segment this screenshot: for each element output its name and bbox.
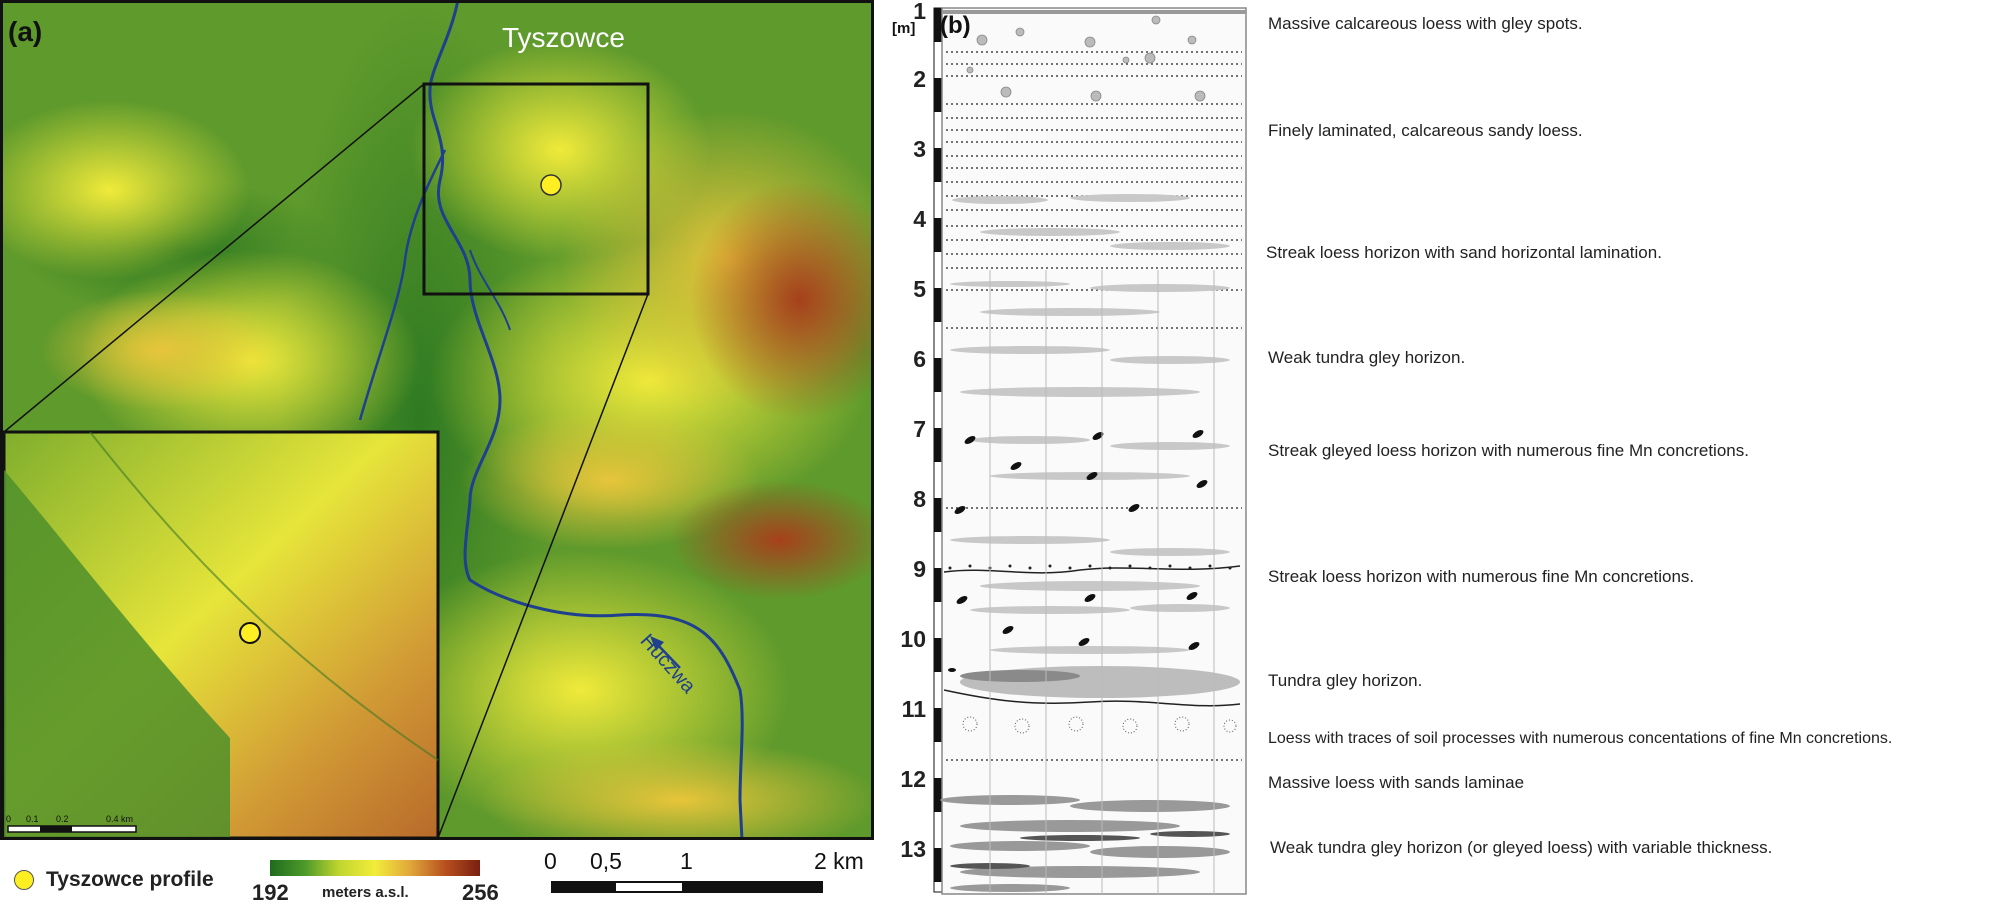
profile-legend-icon xyxy=(14,870,34,890)
elevation-max: 256 xyxy=(462,880,499,905)
layer-description: Weak tundra gley horizon. xyxy=(1268,348,1466,367)
profile-legend: Tyszowce profile xyxy=(14,866,214,894)
layer-description: Tundra gley horizon. xyxy=(1268,671,1423,690)
layer-description: Finely laminated, calcareous sandy loess… xyxy=(1268,121,1583,140)
scale-tick-1: 1 xyxy=(680,848,693,874)
depth-ruler xyxy=(933,7,943,893)
depth-tick-1: 1 xyxy=(913,0,926,24)
layer-description: Streak loess horizon with sand horizonta… xyxy=(1266,243,1662,262)
elevation-map xyxy=(0,0,874,840)
profile-marker xyxy=(540,174,562,196)
layer-description: Streak gleyed loess horizon with numerou… xyxy=(1268,441,1749,460)
depth-tick-2: 2 xyxy=(913,66,926,92)
inset-tick-3: 0.4 km xyxy=(106,814,134,824)
elevation-unit: meters a.s.l. xyxy=(322,884,409,901)
layer-description: Loess with traces of soil processes with… xyxy=(1268,730,1893,747)
inset-tick-0: 0 xyxy=(6,814,12,824)
scale-tick-0: 0 xyxy=(544,848,557,874)
scale-tick-2: 2 km xyxy=(814,848,864,874)
inset-profile-marker xyxy=(239,622,261,644)
depth-tick-12: 12 xyxy=(900,766,926,792)
depth-tick-6: 6 xyxy=(913,346,926,372)
depth-tick-8: 8 xyxy=(913,486,926,512)
inset-tick-1: 0.1 xyxy=(26,814,39,824)
depth-tick-5: 5 xyxy=(913,276,926,302)
scale-tick-05: 0,5 xyxy=(590,848,622,874)
depth-tick-3: 3 xyxy=(913,136,926,162)
layer-description: Massive calcareous loess with gley spots… xyxy=(1268,14,1583,33)
stratigraphic-column xyxy=(933,7,1247,895)
river-huczwa xyxy=(358,0,744,840)
scale-bar xyxy=(551,881,823,893)
depth-unit: [m] xyxy=(892,20,916,37)
depth-tick-4: 4 xyxy=(913,206,926,232)
depth-tick-10: 10 xyxy=(900,626,926,652)
depth-tick-11: 11 xyxy=(901,696,926,722)
layer-description: Massive loess with sands laminae xyxy=(1268,773,1525,792)
depth-tick-9: 9 xyxy=(913,556,926,582)
layer-description: Weak tundra gley horizon (or gleyed loes… xyxy=(1270,838,1773,857)
inset-scale-ticks: 0 0.1 0.2 0.4 km xyxy=(6,814,142,826)
profile-legend-label: Tyszowce profile xyxy=(46,868,214,891)
zoom-extent-box xyxy=(422,82,650,296)
depth-tick-7: 7 xyxy=(913,416,926,442)
scale-bar-ticks: 0 0,5 1 2 km xyxy=(540,848,880,876)
layer-description: Streak loess horizon with numerous fine … xyxy=(1268,567,1695,586)
flow-arrow-icon xyxy=(650,636,681,669)
elevation-ramp xyxy=(270,860,480,876)
depth-tick-13: 13 xyxy=(900,836,926,862)
panel-a-label: (a) xyxy=(8,16,43,47)
inset-tick-2: 0.2 xyxy=(56,814,69,824)
elevation-min: 192 xyxy=(252,880,289,905)
town-label: Tyszowce xyxy=(502,22,625,53)
panel-b-label: (b) xyxy=(940,12,971,39)
